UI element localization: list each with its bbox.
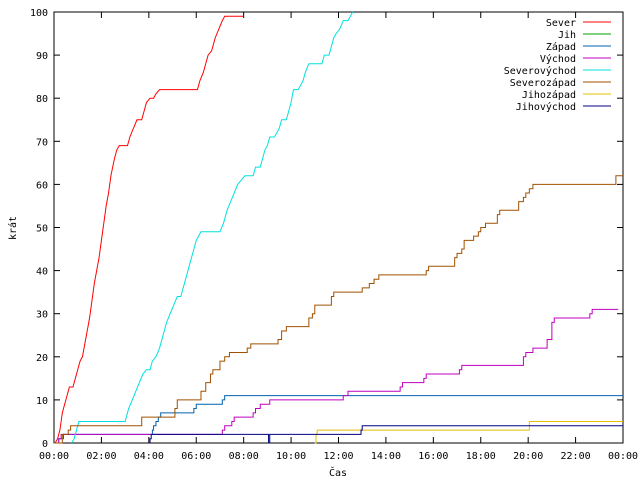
- y-tick-label: 20: [36, 353, 48, 364]
- x-tick-label: 02:00: [86, 451, 116, 462]
- x-tick-label: 06:00: [181, 451, 211, 462]
- legend-label: Sever: [546, 18, 576, 29]
- x-tick-label: 18:00: [466, 451, 496, 462]
- series-line-jihovýchod: [148, 425, 623, 444]
- y-tick-label: 100: [30, 8, 48, 19]
- y-tick-label: 0: [42, 439, 48, 450]
- legend-label: Jih: [558, 30, 576, 41]
- y-tick-label: 80: [36, 94, 48, 105]
- legend-label: Západ: [546, 41, 576, 53]
- legend: SeverJihZápadVýchodSeverovýchodSeverozáp…: [504, 18, 611, 113]
- series-line-severozápad: [54, 175, 623, 444]
- series-line-jihozápad: [314, 420, 623, 444]
- series-line-sever: [54, 15, 244, 444]
- x-tick-label: 08:00: [229, 451, 259, 462]
- x-tick-label: 00:00: [608, 451, 638, 462]
- x-tick-label: 22:00: [561, 451, 591, 462]
- series-line-východ: [54, 308, 619, 444]
- x-axis-label: Čas: [329, 466, 347, 479]
- y-tick-label: 10: [36, 396, 48, 407]
- x-tick-label: 20:00: [513, 451, 543, 462]
- y-tick-label: 60: [36, 180, 48, 191]
- y-tick-label: 30: [36, 310, 48, 321]
- series-line-západ: [54, 395, 623, 444]
- legend-label: Severozápad: [510, 77, 576, 89]
- legend-label: Severovýchod: [504, 65, 576, 77]
- y-tick-label: 50: [36, 224, 48, 235]
- x-tick-label: 04:00: [134, 451, 164, 462]
- legend-label: Jihovýchod: [516, 101, 576, 113]
- y-tick-label: 90: [36, 51, 48, 62]
- axis-ticks: 0 10 20 30 40 50 60 70 80 90 100 00:00 02:00 04:00 06:…: [30, 8, 638, 462]
- legend-label: Jihozápad: [522, 89, 576, 101]
- y-axis-label: krát: [7, 216, 19, 240]
- x-tick-label: 10:00: [276, 451, 306, 462]
- x-tick-label: 16:00: [418, 451, 448, 462]
- x-tick-label: 14:00: [371, 451, 401, 462]
- series-line-severovýchod: [71, 11, 354, 444]
- series-lines: [54, 11, 623, 444]
- x-tick-label: 12:00: [323, 451, 353, 462]
- y-tick-label: 70: [36, 137, 48, 148]
- x-tick-label: 00:00: [39, 451, 69, 462]
- legend-label: Východ: [540, 53, 576, 65]
- y-tick-label: 40: [36, 267, 48, 278]
